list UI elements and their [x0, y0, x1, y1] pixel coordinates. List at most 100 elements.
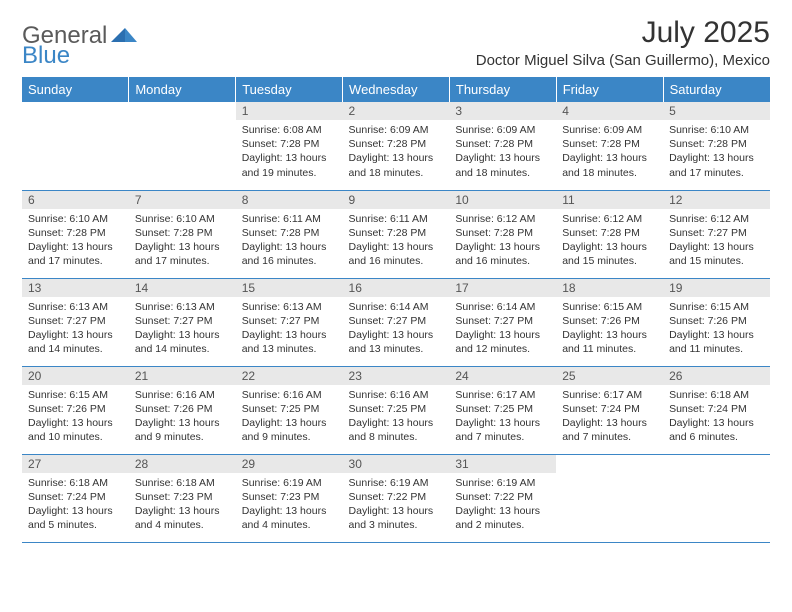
calendar-day-cell: 23Sunrise: 6:16 AMSunset: 7:25 PMDayligh… — [343, 366, 450, 454]
day-number: 1 — [236, 102, 343, 120]
weekday-row: SundayMondayTuesdayWednesdayThursdayFrid… — [22, 77, 770, 102]
day-number: 9 — [343, 191, 450, 209]
calendar-day-cell: 6Sunrise: 6:10 AMSunset: 7:28 PMDaylight… — [22, 190, 129, 278]
day-details: Sunrise: 6:18 AMSunset: 7:24 PMDaylight:… — [22, 473, 129, 537]
day-number: 2 — [343, 102, 450, 120]
day-number: 13 — [22, 279, 129, 297]
day-number: 30 — [343, 455, 450, 473]
day-number: 28 — [129, 455, 236, 473]
day-number: 4 — [556, 102, 663, 120]
header-right: July 2025 Doctor Miguel Silva (San Guill… — [476, 16, 770, 69]
calendar-day-cell: 16Sunrise: 6:14 AMSunset: 7:27 PMDayligh… — [343, 278, 450, 366]
day-number: 10 — [449, 191, 556, 209]
day-details: Sunrise: 6:10 AMSunset: 7:28 PMDaylight:… — [22, 209, 129, 273]
day-details: Sunrise: 6:11 AMSunset: 7:28 PMDaylight:… — [236, 209, 343, 273]
calendar-day-cell: 26Sunrise: 6:18 AMSunset: 7:24 PMDayligh… — [663, 366, 770, 454]
day-details: Sunrise: 6:09 AMSunset: 7:28 PMDaylight:… — [449, 120, 556, 184]
day-number: 27 — [22, 455, 129, 473]
day-details: Sunrise: 6:15 AMSunset: 7:26 PMDaylight:… — [663, 297, 770, 361]
day-details: Sunrise: 6:10 AMSunset: 7:28 PMDaylight:… — [663, 120, 770, 184]
day-details: Sunrise: 6:19 AMSunset: 7:22 PMDaylight:… — [449, 473, 556, 537]
day-details: Sunrise: 6:17 AMSunset: 7:24 PMDaylight:… — [556, 385, 663, 449]
calendar-day-cell: 10Sunrise: 6:12 AMSunset: 7:28 PMDayligh… — [449, 190, 556, 278]
calendar-day-cell: 24Sunrise: 6:17 AMSunset: 7:25 PMDayligh… — [449, 366, 556, 454]
calendar-day-cell: 11Sunrise: 6:12 AMSunset: 7:28 PMDayligh… — [556, 190, 663, 278]
calendar-day-cell: 2Sunrise: 6:09 AMSunset: 7:28 PMDaylight… — [343, 102, 450, 190]
weekday-header: Sunday — [22, 77, 129, 102]
day-number: 21 — [129, 367, 236, 385]
calendar-day-cell: 9Sunrise: 6:11 AMSunset: 7:28 PMDaylight… — [343, 190, 450, 278]
calendar-day-cell: 15Sunrise: 6:13 AMSunset: 7:27 PMDayligh… — [236, 278, 343, 366]
day-number: 31 — [449, 455, 556, 473]
day-number: 29 — [236, 455, 343, 473]
logo-text-blue: Blue — [22, 42, 70, 69]
calendar-day-cell: 13Sunrise: 6:13 AMSunset: 7:27 PMDayligh… — [22, 278, 129, 366]
calendar-day-cell: 4Sunrise: 6:09 AMSunset: 7:28 PMDaylight… — [556, 102, 663, 190]
day-details: Sunrise: 6:13 AMSunset: 7:27 PMDaylight:… — [236, 297, 343, 361]
calendar-day-cell: 25Sunrise: 6:17 AMSunset: 7:24 PMDayligh… — [556, 366, 663, 454]
calendar-day-cell: 8Sunrise: 6:11 AMSunset: 7:28 PMDaylight… — [236, 190, 343, 278]
calendar-body: ..1Sunrise: 6:08 AMSunset: 7:28 PMDaylig… — [22, 102, 770, 542]
calendar-day-cell: 19Sunrise: 6:15 AMSunset: 7:26 PMDayligh… — [663, 278, 770, 366]
calendar-table: SundayMondayTuesdayWednesdayThursdayFrid… — [22, 77, 770, 543]
calendar-head: SundayMondayTuesdayWednesdayThursdayFrid… — [22, 77, 770, 102]
logo-blue-row: Blue — [22, 42, 70, 70]
calendar-day-cell: 22Sunrise: 6:16 AMSunset: 7:25 PMDayligh… — [236, 366, 343, 454]
day-details: Sunrise: 6:19 AMSunset: 7:22 PMDaylight:… — [343, 473, 450, 537]
calendar-day-cell: . — [663, 454, 770, 542]
day-details: Sunrise: 6:09 AMSunset: 7:28 PMDaylight:… — [343, 120, 450, 184]
day-number: 6 — [22, 191, 129, 209]
day-number: 26 — [663, 367, 770, 385]
calendar-day-cell: 27Sunrise: 6:18 AMSunset: 7:24 PMDayligh… — [22, 454, 129, 542]
calendar-day-cell: 29Sunrise: 6:19 AMSunset: 7:23 PMDayligh… — [236, 454, 343, 542]
calendar-page: General July 2025 Doctor Miguel Silva (S… — [0, 0, 792, 559]
day-number: 20 — [22, 367, 129, 385]
day-number: 8 — [236, 191, 343, 209]
calendar-day-cell: 21Sunrise: 6:16 AMSunset: 7:26 PMDayligh… — [129, 366, 236, 454]
calendar-day-cell: . — [22, 102, 129, 190]
calendar-day-cell: . — [129, 102, 236, 190]
day-number: 17 — [449, 279, 556, 297]
day-number: 18 — [556, 279, 663, 297]
day-details: Sunrise: 6:14 AMSunset: 7:27 PMDaylight:… — [449, 297, 556, 361]
calendar-week-row: 20Sunrise: 6:15 AMSunset: 7:26 PMDayligh… — [22, 366, 770, 454]
calendar-day-cell: 3Sunrise: 6:09 AMSunset: 7:28 PMDaylight… — [449, 102, 556, 190]
logo-mark-icon — [111, 24, 137, 44]
day-details: Sunrise: 6:14 AMSunset: 7:27 PMDaylight:… — [343, 297, 450, 361]
calendar-day-cell: 14Sunrise: 6:13 AMSunset: 7:27 PMDayligh… — [129, 278, 236, 366]
day-details: Sunrise: 6:15 AMSunset: 7:26 PMDaylight:… — [556, 297, 663, 361]
day-details: Sunrise: 6:16 AMSunset: 7:25 PMDaylight:… — [343, 385, 450, 449]
header: General July 2025 Doctor Miguel Silva (S… — [22, 16, 770, 69]
calendar-day-cell: 30Sunrise: 6:19 AMSunset: 7:22 PMDayligh… — [343, 454, 450, 542]
weekday-header: Monday — [129, 77, 236, 102]
calendar-week-row: 6Sunrise: 6:10 AMSunset: 7:28 PMDaylight… — [22, 190, 770, 278]
day-details: Sunrise: 6:12 AMSunset: 7:27 PMDaylight:… — [663, 209, 770, 273]
month-title: July 2025 — [476, 16, 770, 50]
weekday-header: Tuesday — [236, 77, 343, 102]
calendar-week-row: ..1Sunrise: 6:08 AMSunset: 7:28 PMDaylig… — [22, 102, 770, 190]
day-details: Sunrise: 6:18 AMSunset: 7:23 PMDaylight:… — [129, 473, 236, 537]
day-details: Sunrise: 6:13 AMSunset: 7:27 PMDaylight:… — [129, 297, 236, 361]
calendar-day-cell: 28Sunrise: 6:18 AMSunset: 7:23 PMDayligh… — [129, 454, 236, 542]
day-details: Sunrise: 6:12 AMSunset: 7:28 PMDaylight:… — [449, 209, 556, 273]
calendar-day-cell: 17Sunrise: 6:14 AMSunset: 7:27 PMDayligh… — [449, 278, 556, 366]
day-number: 3 — [449, 102, 556, 120]
day-number: 12 — [663, 191, 770, 209]
day-details: Sunrise: 6:15 AMSunset: 7:26 PMDaylight:… — [22, 385, 129, 449]
day-details: Sunrise: 6:13 AMSunset: 7:27 PMDaylight:… — [22, 297, 129, 361]
day-details: Sunrise: 6:16 AMSunset: 7:25 PMDaylight:… — [236, 385, 343, 449]
calendar-day-cell: 31Sunrise: 6:19 AMSunset: 7:22 PMDayligh… — [449, 454, 556, 542]
calendar-day-cell: 1Sunrise: 6:08 AMSunset: 7:28 PMDaylight… — [236, 102, 343, 190]
weekday-header: Wednesday — [343, 77, 450, 102]
weekday-header: Friday — [556, 77, 663, 102]
calendar-day-cell: 20Sunrise: 6:15 AMSunset: 7:26 PMDayligh… — [22, 366, 129, 454]
weekday-header: Thursday — [449, 77, 556, 102]
day-number: 23 — [343, 367, 450, 385]
day-number: 5 — [663, 102, 770, 120]
weekday-header: Saturday — [663, 77, 770, 102]
day-details: Sunrise: 6:10 AMSunset: 7:28 PMDaylight:… — [129, 209, 236, 273]
day-number: 22 — [236, 367, 343, 385]
day-details: Sunrise: 6:08 AMSunset: 7:28 PMDaylight:… — [236, 120, 343, 184]
day-number: 15 — [236, 279, 343, 297]
calendar-week-row: 13Sunrise: 6:13 AMSunset: 7:27 PMDayligh… — [22, 278, 770, 366]
